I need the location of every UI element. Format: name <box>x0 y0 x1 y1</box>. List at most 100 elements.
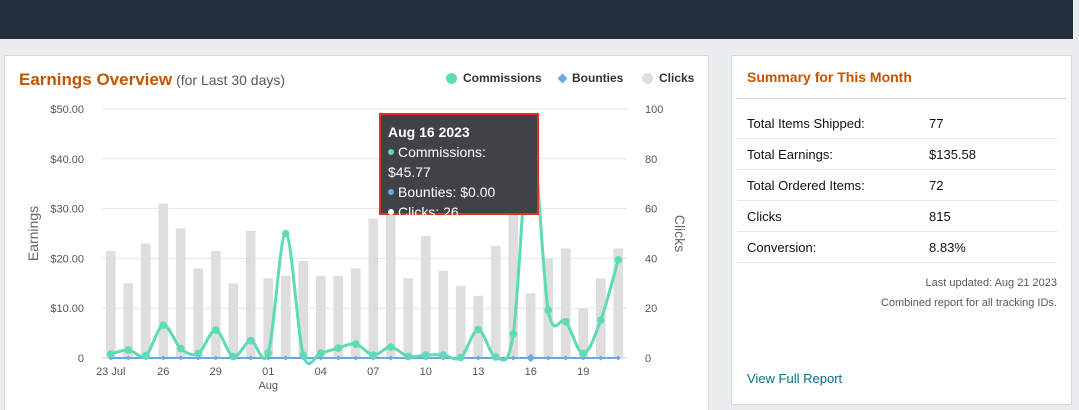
summary-value: 8.83% <box>929 239 966 255</box>
divider <box>737 98 1067 99</box>
commissions-point <box>369 351 378 359</box>
commissions-point <box>159 321 168 329</box>
bounties-point <box>335 355 341 361</box>
clicks-dot-icon <box>388 209 394 216</box>
y-tick-label: $10.00 <box>50 303 84 315</box>
commissions-point <box>176 344 185 353</box>
clicks-legend-icon <box>642 72 653 84</box>
y-tick-label: $50.00 <box>50 104 84 116</box>
x-tick-label: 10 <box>420 366 432 378</box>
x-tick-label: 16 <box>525 366 537 378</box>
view-full-report-link[interactable]: View Full Report <box>747 371 843 386</box>
commissions-point <box>491 353 500 361</box>
summary-title: Summary for This Month <box>747 69 912 85</box>
commissions-point <box>106 350 115 358</box>
commissions-point <box>316 349 325 357</box>
bounties-point <box>475 355 481 361</box>
summary-label: Total Ordered Items: <box>747 177 865 193</box>
clicks-bar <box>350 268 361 358</box>
clicks-bar <box>578 308 589 358</box>
clicks-bar <box>228 283 239 358</box>
summary-row-items-shipped: Total Items Shipped: 77 <box>737 108 1057 139</box>
legend-item-commissions[interactable]: Commissions <box>446 71 542 85</box>
y2-tick-label: 60 <box>645 204 657 216</box>
bounties-point <box>563 355 569 361</box>
clicks-bar <box>105 250 116 358</box>
y-tick-label: $40.00 <box>50 154 84 166</box>
clicks-bar <box>140 243 151 358</box>
commissions-point <box>264 349 273 357</box>
bounties-point <box>526 353 535 363</box>
legend-item-clicks[interactable]: Clicks <box>642 71 694 85</box>
summary-label: Clicks <box>747 208 782 224</box>
summary-label: Conversion: <box>747 239 817 255</box>
commissions-point <box>614 256 623 264</box>
summary-row-conversion: Conversion: 8.83% <box>737 232 1057 263</box>
clicks-bar <box>420 235 431 358</box>
clicks-bar <box>210 250 221 358</box>
y2-tick-label: 100 <box>645 104 663 116</box>
tooltip-clicks: Clicks: 26 <box>388 202 530 222</box>
earnings-title: Earnings Overview (for Last 30 days) <box>19 70 286 89</box>
clicks-bar <box>455 285 466 358</box>
earnings-chart[interactable]: $50.00$40.00$30.00$20.00$10.000100806040… <box>5 56 710 410</box>
tooltip-commissions: Commissions: $45.77 <box>388 144 486 180</box>
bounties-point <box>178 355 184 361</box>
x-tick-label: 04 <box>315 366 327 378</box>
x-tick-label: 07 <box>367 366 379 378</box>
x-tick-label: 29 <box>210 366 222 378</box>
commissions-point <box>246 336 255 345</box>
y2-axis-title: Clicks <box>672 215 688 252</box>
legend-item-bounties[interactable]: Bounties <box>557 71 624 85</box>
commissions-point <box>351 340 360 348</box>
legend-label: Bounties <box>572 71 624 85</box>
clicks-bar <box>175 228 186 358</box>
commissions-point <box>456 353 465 362</box>
commissions-point <box>509 330 518 338</box>
top-navigation-bar <box>0 0 1073 39</box>
summary-value: 77 <box>929 115 944 131</box>
earnings-subtitle: (for Last 30 days) <box>176 72 286 88</box>
bounties-point <box>125 355 131 361</box>
legend-label: Commissions <box>463 71 542 85</box>
legend-label: Clicks <box>659 71 695 85</box>
clicks-bar <box>403 278 414 358</box>
y2-tick-label: 20 <box>645 303 657 315</box>
tooltip-bounties: Bounties: $0.00 <box>388 182 530 202</box>
commissions-point <box>229 352 238 361</box>
commissions-dot-icon <box>388 149 394 156</box>
bounties-point <box>283 355 289 361</box>
commissions-line <box>110 128 620 365</box>
commissions-point <box>439 351 448 359</box>
clicks-bar <box>280 275 291 358</box>
earnings-overview-card: Earnings Overview (for Last 30 days) Comm… <box>4 55 709 410</box>
commissions-legend-icon <box>446 72 457 84</box>
summary-value: 72 <box>929 177 944 193</box>
clicks-bar <box>490 245 501 358</box>
commissions-point <box>334 344 343 352</box>
clicks-bar <box>193 268 204 358</box>
bounties-point <box>248 355 254 361</box>
commissions-point <box>404 352 413 361</box>
bounties-point <box>598 355 604 361</box>
bounties-point <box>615 355 621 361</box>
clicks-bar <box>245 231 256 358</box>
bounties-point <box>545 355 551 361</box>
clicks-bar <box>298 260 309 358</box>
clicks-bar <box>123 283 134 358</box>
bounties-point <box>353 355 359 361</box>
x-tick-label: 01 <box>262 366 274 378</box>
clicks-bar <box>368 218 379 358</box>
y-tick-label: $30.00 <box>50 204 84 216</box>
commissions-point <box>211 326 220 334</box>
y2-tick-label: 0 <box>645 353 651 365</box>
clicks-bar <box>315 275 326 358</box>
x-tick-label: 13 <box>472 366 484 378</box>
bounties-point <box>318 355 324 361</box>
summary-row-clicks: Clicks 815 <box>737 201 1057 232</box>
commissions-point <box>579 349 588 358</box>
bounties-point <box>213 355 219 361</box>
summary-card: Summary for This Month Total Items Shipp… <box>731 55 1072 405</box>
summary-value: $135.58 <box>929 146 976 162</box>
summary-row-total-earnings: Total Earnings: $135.58 <box>737 139 1057 170</box>
